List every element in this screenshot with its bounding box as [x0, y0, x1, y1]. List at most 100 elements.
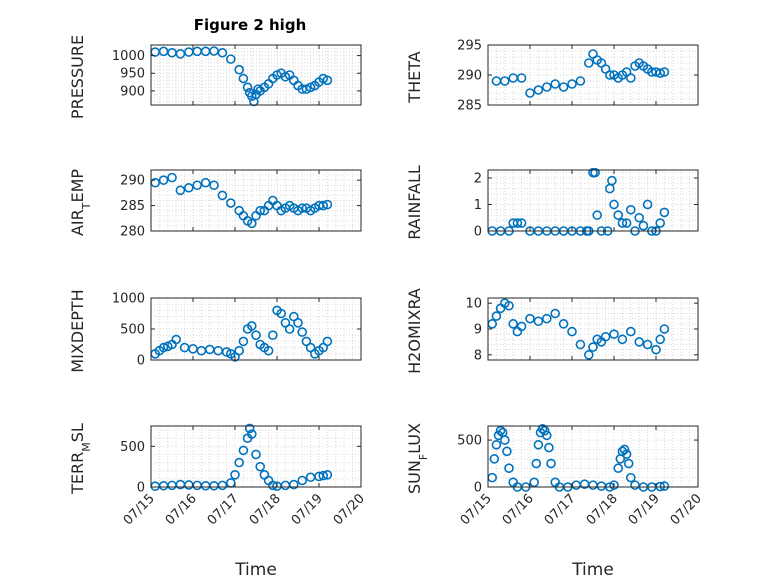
data-point: [251, 330, 261, 341]
y-tick-label: 1000: [112, 292, 145, 307]
data-point: [621, 449, 632, 459]
data-point: [588, 342, 598, 352]
data-point: [499, 76, 510, 86]
data-point: [533, 316, 544, 327]
axes-box: [150, 44, 362, 106]
data-point: [609, 329, 619, 339]
data-point: [255, 461, 266, 472]
y-axis-label: AIRTEMP: [68, 169, 93, 236]
y-tick-label: 0: [474, 225, 482, 240]
y-tick-label: 285: [457, 99, 482, 114]
data-point: [267, 330, 278, 341]
data-point: [322, 199, 333, 210]
data-point: [525, 88, 535, 98]
data-point: [242, 82, 253, 93]
data-point: [623, 458, 634, 469]
x-tick-label: 07/18: [584, 491, 621, 528]
y-tick-label: 290: [457, 69, 482, 84]
y-tick-label: 500: [120, 323, 145, 338]
data-point: [600, 331, 611, 342]
data-point: [512, 218, 523, 228]
x-axis-label: Time: [571, 560, 614, 580]
data-point: [613, 463, 624, 474]
data-point: [575, 339, 586, 350]
x-tick-label: 07/19: [289, 491, 326, 528]
data-point: [192, 180, 202, 191]
x-tick-label: 07/16: [500, 491, 537, 528]
data-point: [558, 82, 569, 92]
data-point: [609, 199, 619, 210]
axes-box: [150, 425, 362, 488]
y-axis-label: TERRMSL: [68, 423, 93, 495]
data-point: [508, 319, 519, 329]
y-tick-label: 2: [474, 171, 482, 186]
data-point: [158, 342, 169, 353]
data-point: [550, 79, 561, 89]
data-point: [655, 334, 666, 345]
data-point: [590, 167, 600, 178]
data-point: [625, 73, 636, 83]
data-point: [659, 481, 670, 491]
data-point: [613, 210, 624, 220]
plot-area: [488, 426, 698, 487]
data-point: [297, 203, 308, 213]
y-axis-label: MIXDEPTH: [68, 289, 87, 372]
subplot-pressure: 900 950 1000 PRESSURE: [68, 35, 362, 119]
data-point: [655, 68, 666, 78]
y-axis-label: RAINFALL: [405, 165, 424, 240]
x-tick-label: 07/17: [205, 491, 242, 528]
y-tick-label: 8: [474, 348, 482, 363]
data-point: [546, 458, 556, 469]
data-point: [238, 336, 249, 347]
data-point: [209, 180, 219, 191]
data-point: [318, 470, 329, 481]
data-point: [516, 321, 527, 332]
y-tick-label: 1000: [112, 49, 145, 64]
y-tick-label: 290: [120, 174, 145, 189]
data-point: [592, 210, 603, 220]
data-point: [516, 218, 527, 228]
x-tick-label: 07/17: [542, 491, 579, 528]
data-point: [617, 334, 628, 345]
y-axis-label: H2OMIXRA: [405, 288, 424, 374]
data-point: [217, 480, 228, 491]
data-point: [621, 218, 632, 228]
data-point: [284, 324, 295, 334]
data-point: [541, 82, 552, 92]
data-point: [276, 308, 287, 319]
data-point: [651, 344, 661, 355]
x-tick-label: 07/19: [626, 491, 663, 528]
data-point: [226, 54, 236, 64]
data-point: [642, 339, 653, 350]
data-point: [247, 429, 257, 439]
data-point: [550, 308, 561, 319]
x-tick-label: 07/20: [668, 491, 705, 528]
data-point: [583, 350, 594, 360]
figure-title: Figure 2 high: [194, 16, 307, 34]
data-point: [491, 311, 502, 321]
subplot-h2omixra: 8 9 10 H2OMIXRA: [405, 288, 699, 374]
data-point: [234, 457, 244, 468]
y-tick-label: 9: [474, 323, 482, 338]
data-point: [293, 317, 303, 328]
data-point: [659, 207, 670, 218]
data-point: [247, 321, 257, 331]
y-axis-label: THETA: [405, 51, 424, 103]
data-point: [659, 324, 670, 334]
data-point: [625, 326, 636, 337]
data-point: [638, 220, 649, 231]
axes-box: [487, 169, 699, 232]
data-point: [322, 336, 333, 347]
data-point: [234, 64, 244, 75]
data-point: [489, 454, 500, 464]
data-point: [238, 73, 249, 84]
data-point: [322, 75, 333, 86]
data-point: [322, 469, 333, 480]
data-point: [217, 47, 228, 58]
data-point: [558, 319, 569, 329]
data-point: [504, 300, 514, 311]
data-point: [537, 424, 548, 434]
y-tick-label: 0: [137, 354, 145, 369]
y-tick-label: 285: [120, 199, 145, 214]
